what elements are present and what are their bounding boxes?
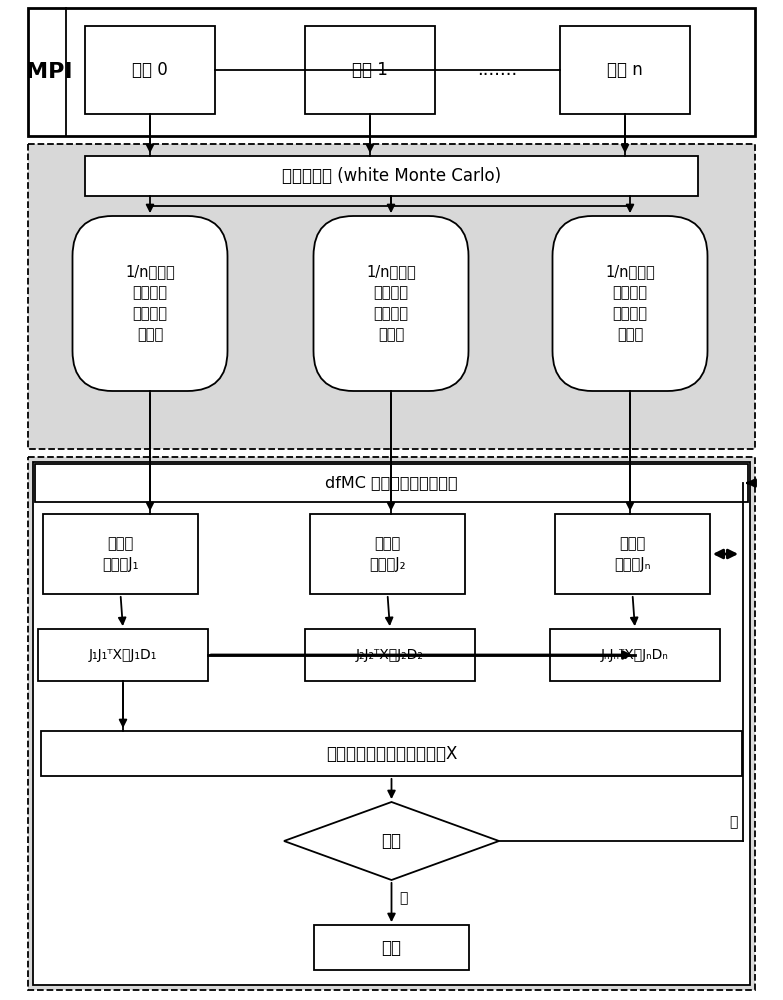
FancyBboxPatch shape [550, 629, 720, 681]
Text: 雅可比
矩阵块J₂: 雅可比 矩阵块J₂ [370, 536, 406, 572]
Text: 1/n个光源
的蒙特卡
罗模拟路
径信息: 1/n个光源 的蒙特卡 罗模拟路 径信息 [605, 264, 655, 342]
Text: dfMC 方法计算雅克比矩阵: dfMC 方法计算雅克比矩阵 [325, 476, 458, 490]
Text: MPI: MPI [26, 62, 72, 82]
Text: 收敛: 收敛 [381, 832, 402, 850]
FancyBboxPatch shape [33, 462, 750, 985]
Text: 雅可比
矩阵块Jₙ: 雅可比 矩阵块Jₙ [614, 536, 651, 572]
FancyBboxPatch shape [35, 464, 748, 502]
FancyBboxPatch shape [85, 26, 215, 114]
FancyBboxPatch shape [553, 216, 708, 391]
Text: 节点 0: 节点 0 [132, 61, 168, 79]
Text: J₁J₁ᵀX和J₁D₁: J₁J₁ᵀX和J₁D₁ [88, 648, 157, 662]
FancyBboxPatch shape [310, 514, 465, 594]
Text: 共轭梯度迭代求解荧光分布X: 共轭梯度迭代求解荧光分布X [326, 744, 457, 762]
FancyBboxPatch shape [28, 457, 755, 990]
Text: JₙJₙᵀX和JₙDₙ: JₙJₙᵀX和JₙDₙ [601, 648, 669, 662]
FancyBboxPatch shape [313, 216, 468, 391]
FancyBboxPatch shape [38, 629, 208, 681]
Text: 节点 1: 节点 1 [352, 61, 388, 79]
Text: 雅可比
矩阵块J₁: 雅可比 矩阵块J₁ [103, 536, 139, 572]
FancyBboxPatch shape [28, 144, 755, 449]
Text: 不: 不 [730, 815, 738, 829]
Text: 白蒙特卡罗 (white Monte Carlo): 白蒙特卡罗 (white Monte Carlo) [282, 167, 501, 185]
FancyBboxPatch shape [73, 216, 228, 391]
FancyBboxPatch shape [85, 156, 698, 196]
FancyBboxPatch shape [560, 26, 690, 114]
FancyBboxPatch shape [305, 26, 435, 114]
Text: 1/n个光源
的蒙特卡
罗模拟路
径信息: 1/n个光源 的蒙特卡 罗模拟路 径信息 [366, 264, 416, 342]
Text: 节点 n: 节点 n [607, 61, 643, 79]
Text: 结束: 结束 [381, 938, 402, 956]
Text: J₂J₂ᵀX和J₂D₂: J₂J₂ᵀX和J₂D₂ [356, 648, 424, 662]
FancyBboxPatch shape [28, 8, 755, 136]
FancyBboxPatch shape [314, 925, 469, 970]
FancyBboxPatch shape [43, 514, 198, 594]
Text: 是: 是 [399, 891, 408, 905]
Text: .......: ....... [478, 61, 518, 79]
FancyBboxPatch shape [305, 629, 475, 681]
FancyBboxPatch shape [555, 514, 710, 594]
Text: 1/n个光源
的蒙特卡
罗模拟路
径信息: 1/n个光源 的蒙特卡 罗模拟路 径信息 [125, 264, 175, 342]
FancyBboxPatch shape [41, 731, 742, 776]
Polygon shape [284, 802, 499, 880]
